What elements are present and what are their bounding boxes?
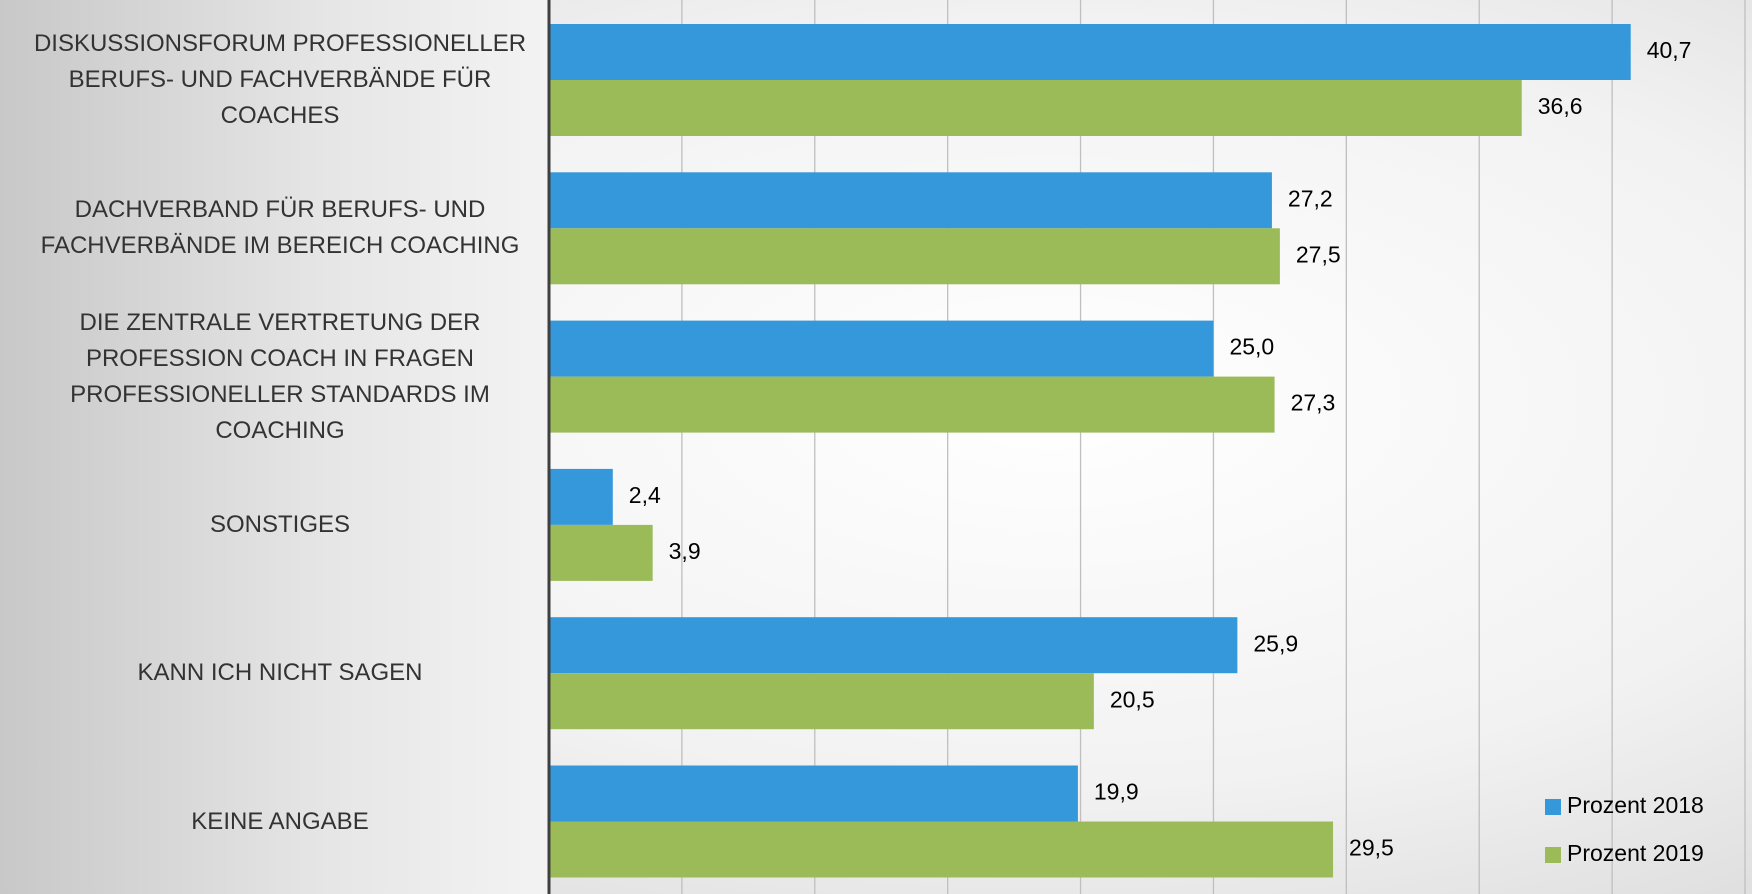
category-label: KEINE ANGABE bbox=[191, 807, 369, 835]
bar bbox=[549, 765, 1078, 822]
legend-label: Prozent 2018 bbox=[1567, 792, 1704, 818]
legend-label: Prozent 2019 bbox=[1567, 840, 1704, 866]
value-label: 27,2 bbox=[1288, 185, 1333, 211]
value-label: 3,9 bbox=[669, 538, 701, 564]
bar bbox=[549, 80, 1522, 136]
value-label: 40,7 bbox=[1647, 37, 1692, 63]
value-label: 27,3 bbox=[1291, 390, 1336, 416]
category-label: KANN ICH NICHT SAGEN bbox=[137, 659, 423, 687]
value-label: 2,4 bbox=[629, 482, 661, 508]
value-label: 20,5 bbox=[1110, 686, 1155, 712]
bar bbox=[549, 617, 1238, 674]
bar bbox=[549, 376, 1275, 433]
value-label: 19,9 bbox=[1094, 779, 1139, 805]
category-label: DISKUSSIONSFORUM PROFESSIONELLER BERUFS-… bbox=[33, 30, 527, 129]
bar bbox=[549, 673, 1094, 730]
category-label: DIE ZENTRALE VERTRETUNG DER PROFESSION C… bbox=[70, 308, 490, 444]
category-label: SONSTIGES bbox=[209, 510, 351, 538]
bar bbox=[549, 228, 1280, 285]
bar bbox=[549, 24, 1631, 80]
bar bbox=[549, 468, 613, 525]
bar bbox=[549, 320, 1214, 377]
value-label: 25,0 bbox=[1229, 334, 1274, 360]
bar bbox=[549, 821, 1334, 878]
value-label: 36,6 bbox=[1538, 93, 1583, 119]
category-label: DACHVERBAND FÜR BERUFS- UND FACHVERBÄNDE… bbox=[40, 196, 520, 260]
bar bbox=[549, 524, 653, 581]
bar bbox=[549, 172, 1272, 229]
value-label: 29,5 bbox=[1349, 835, 1394, 861]
legend-swatch bbox=[1545, 799, 1561, 815]
value-label: 25,9 bbox=[1253, 630, 1298, 656]
label-panel bbox=[0, 0, 548, 894]
value-label: 27,5 bbox=[1296, 241, 1341, 267]
legend-swatch bbox=[1545, 847, 1561, 863]
